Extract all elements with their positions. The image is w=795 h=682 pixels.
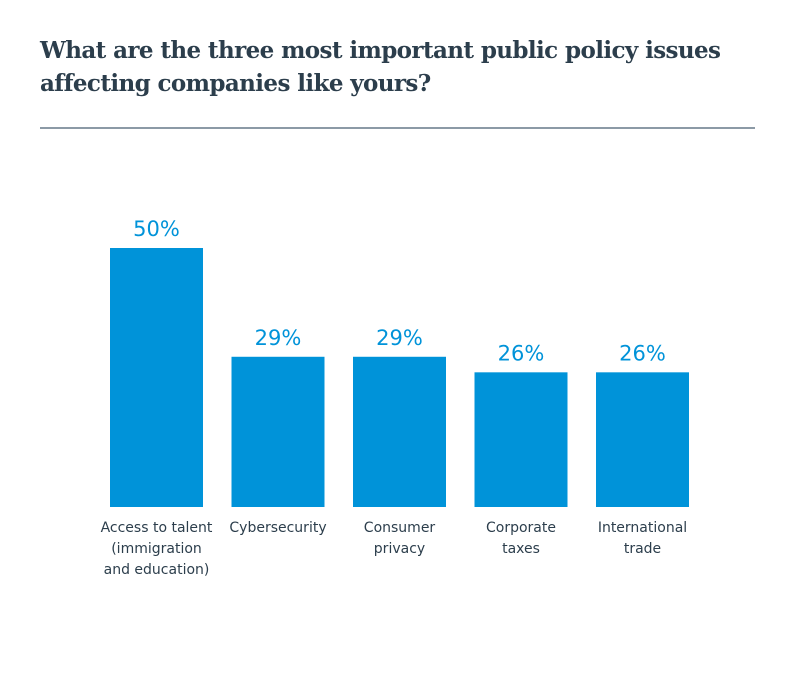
category-label: Consumer bbox=[364, 520, 436, 536]
category-label: taxes bbox=[502, 541, 540, 557]
category-label: Cybersecurity bbox=[229, 520, 326, 536]
title-line-1: What are the three most important public… bbox=[40, 37, 721, 64]
category-label: Access to talent bbox=[101, 520, 213, 536]
bar bbox=[231, 356, 325, 507]
chart-title: What are the three most important public… bbox=[40, 34, 760, 100]
data-label: 29% bbox=[376, 326, 423, 350]
data-label: 29% bbox=[255, 326, 302, 350]
bar bbox=[596, 372, 689, 507]
data-label: 26% bbox=[619, 341, 666, 365]
category-label: International bbox=[598, 520, 687, 536]
category-label: privacy bbox=[374, 541, 425, 557]
title-divider bbox=[40, 127, 755, 129]
data-label: 26% bbox=[498, 341, 545, 365]
bar bbox=[474, 372, 568, 507]
data-label: 50% bbox=[133, 217, 180, 241]
category-label: Corporate bbox=[486, 520, 556, 536]
category-label: and education) bbox=[104, 562, 210, 578]
category-label: trade bbox=[624, 541, 661, 557]
bar bbox=[110, 248, 203, 507]
category-label: (immigration bbox=[111, 541, 202, 557]
bar bbox=[353, 356, 446, 507]
title-line-2: affecting companies like yours? bbox=[40, 70, 431, 97]
